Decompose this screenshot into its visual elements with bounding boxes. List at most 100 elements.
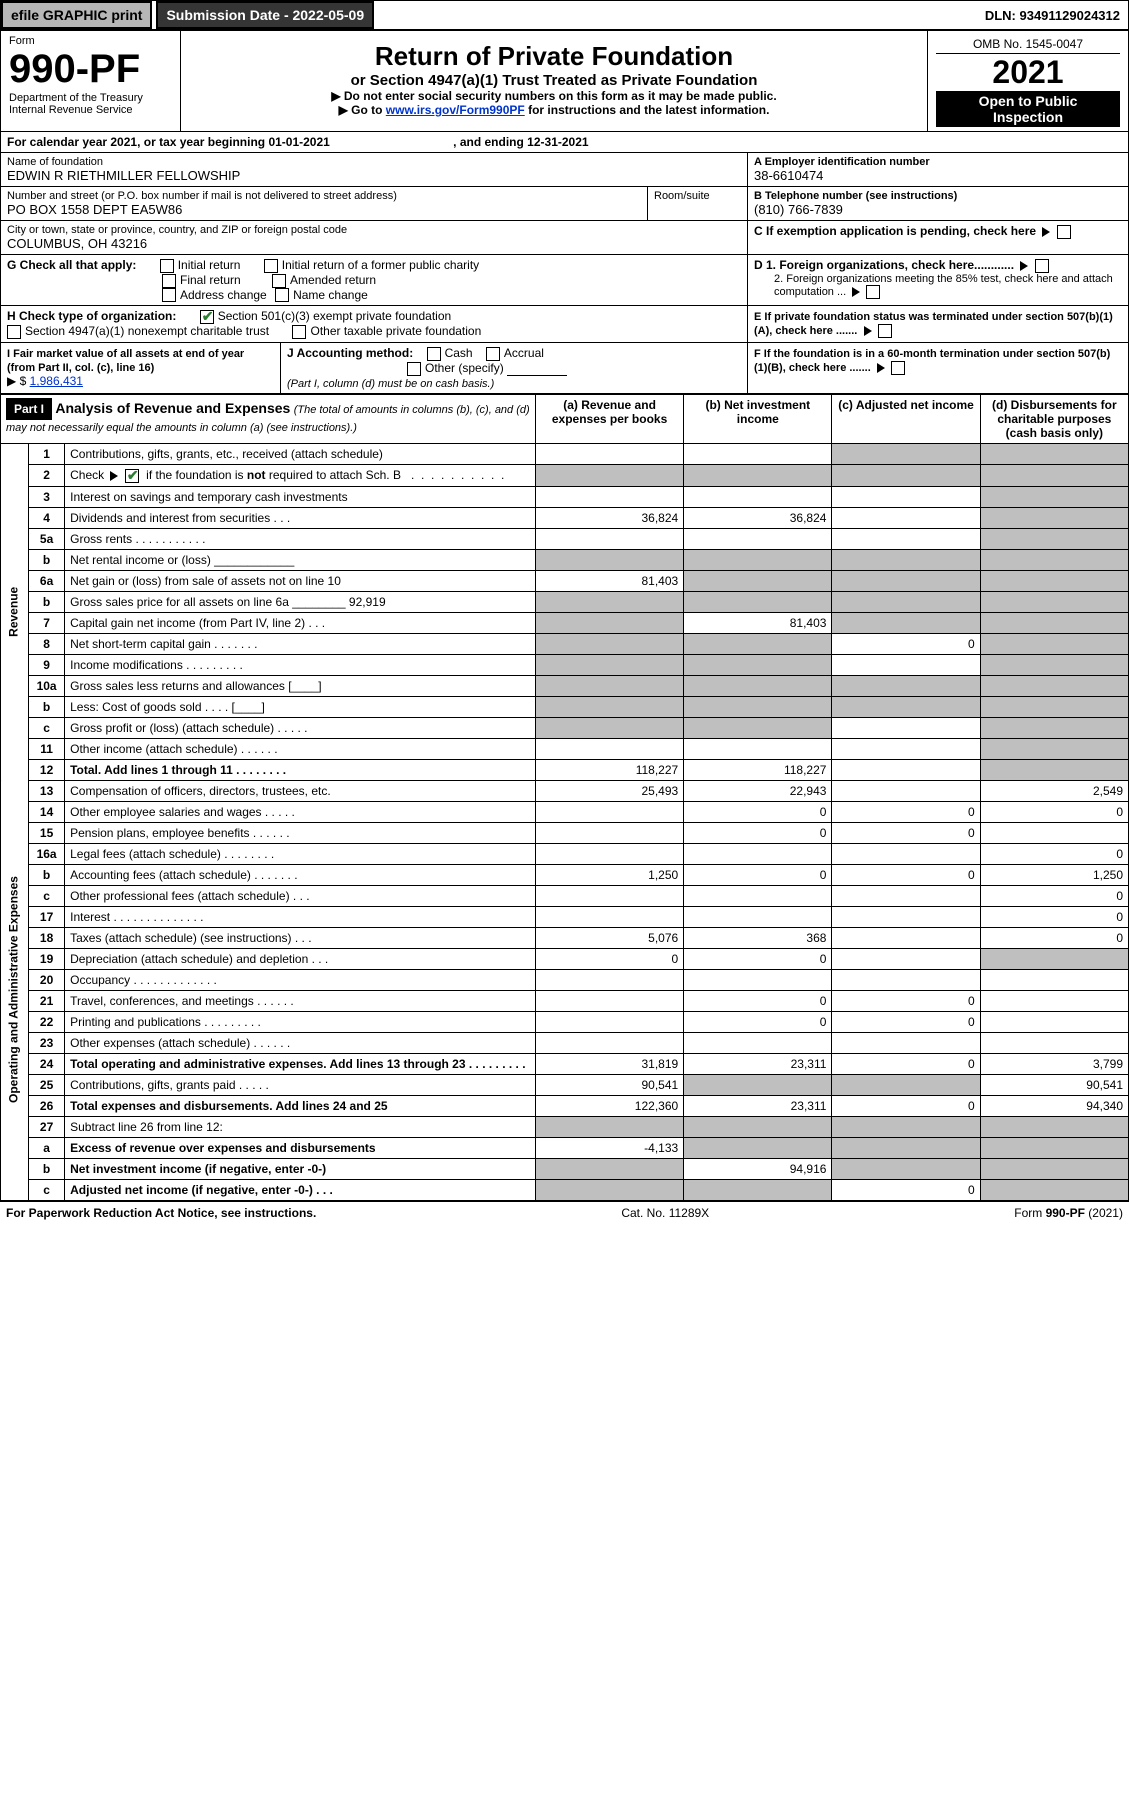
cell-b: 0 xyxy=(684,1011,832,1032)
line-number: c xyxy=(29,885,65,906)
cell-b xyxy=(684,633,832,654)
j-other-checkbox[interactable] xyxy=(407,362,421,376)
tax-year: 2021 xyxy=(936,54,1120,91)
cell-a: 90,541 xyxy=(535,1074,683,1095)
cell-a xyxy=(535,1116,683,1137)
d1-checkbox[interactable] xyxy=(1035,259,1049,273)
phone-label: B Telephone number (see instructions) xyxy=(754,190,1122,202)
col-b-header: (b) Net investment income xyxy=(684,394,832,443)
calendar-ending: , and ending 12-31-2021 xyxy=(453,135,588,149)
line-desc: Printing and publications . . . . . . . … xyxy=(65,1011,536,1032)
g-initial-former: Initial return of a former public charit… xyxy=(282,258,479,272)
city-label: City or town, state or province, country… xyxy=(7,224,741,236)
line-desc: Income modifications . . . . . . . . . xyxy=(65,654,536,675)
table-row: 25Contributions, gifts, grants paid . . … xyxy=(1,1074,1129,1095)
cell-b xyxy=(684,696,832,717)
section-opadmin: Operating and Administrative Expenses xyxy=(1,780,29,1200)
h-4947-checkbox[interactable] xyxy=(7,325,21,339)
table-row: 4Dividends and interest from securities … xyxy=(1,507,1129,528)
cell-a xyxy=(535,486,683,507)
g-amended-checkbox[interactable] xyxy=(272,274,286,288)
h-other-checkbox[interactable] xyxy=(292,325,306,339)
g-name-checkbox[interactable] xyxy=(275,288,289,302)
h-501c3-checkbox[interactable] xyxy=(200,310,214,324)
line-number: 6a xyxy=(29,570,65,591)
table-row: 16aLegal fees (attach schedule) . . . . … xyxy=(1,843,1129,864)
table-row: 26Total expenses and disbursements. Add … xyxy=(1,1095,1129,1116)
cell-b: 23,311 xyxy=(684,1053,832,1074)
cell-b: 0 xyxy=(684,990,832,1011)
footer-right: Form 990-PF (2021) xyxy=(1014,1206,1123,1220)
table-row: 5aGross rents . . . . . . . . . . . xyxy=(1,528,1129,549)
form-word: Form xyxy=(9,35,172,47)
g-initial-checkbox[interactable] xyxy=(160,259,174,273)
cell-b xyxy=(684,1137,832,1158)
j-cash-checkbox[interactable] xyxy=(427,347,441,361)
cell-b xyxy=(684,906,832,927)
table-row: bAccounting fees (attach schedule) . . .… xyxy=(1,864,1129,885)
j-other: Other (specify) xyxy=(425,361,504,375)
cell-c xyxy=(832,464,980,486)
line-desc: Pension plans, employee benefits . . . .… xyxy=(65,822,536,843)
line-number: 19 xyxy=(29,948,65,969)
i-amount-link[interactable]: 1,986,431 xyxy=(30,374,83,388)
f-checkbox[interactable] xyxy=(891,361,905,375)
form-header: Form 990-PF Department of the Treasury I… xyxy=(0,30,1129,132)
schb-checkbox[interactable] xyxy=(125,469,139,483)
phone-value: (810) 766-7839 xyxy=(754,202,1122,217)
cell-a xyxy=(535,822,683,843)
cell-dd xyxy=(980,507,1128,528)
cell-c xyxy=(832,906,980,927)
ein-label: A Employer identification number xyxy=(754,156,1122,168)
cell-b xyxy=(684,549,832,570)
cell-b: 81,403 xyxy=(684,612,832,633)
open-inspection: Open to Public Inspection xyxy=(936,91,1120,127)
cell-dd: 3,799 xyxy=(980,1053,1128,1074)
cell-a xyxy=(535,612,683,633)
cell-dd: 0 xyxy=(980,927,1128,948)
cell-a: 118,227 xyxy=(535,759,683,780)
cell-c: 0 xyxy=(832,801,980,822)
efile-print-button[interactable]: efile GRAPHIC print xyxy=(1,1,152,29)
table-row: bLess: Cost of goods sold . . . . [____] xyxy=(1,696,1129,717)
line-number: 26 xyxy=(29,1095,65,1116)
line-number: 17 xyxy=(29,906,65,927)
cell-c: 0 xyxy=(832,1011,980,1032)
cell-dd: 0 xyxy=(980,906,1128,927)
irs-link[interactable]: www.irs.gov/Form990PF xyxy=(386,103,525,117)
line-desc: Net short-term capital gain . . . . . . … xyxy=(65,633,536,654)
line-desc: Total expenses and disbursements. Add li… xyxy=(65,1095,536,1116)
cell-b: 368 xyxy=(684,927,832,948)
line-desc: Gross profit or (loss) (attach schedule)… xyxy=(65,717,536,738)
cell-b xyxy=(684,717,832,738)
cell-dd: 2,549 xyxy=(980,780,1128,801)
line-number: a xyxy=(29,1137,65,1158)
line-desc: Other income (attach schedule) . . . . .… xyxy=(65,738,536,759)
g-address-checkbox[interactable] xyxy=(162,288,176,302)
cell-a xyxy=(535,528,683,549)
line-number: 22 xyxy=(29,1011,65,1032)
g-amended: Amended return xyxy=(290,273,376,287)
page-footer: For Paperwork Reduction Act Notice, see … xyxy=(0,1201,1129,1224)
h-label: H Check type of organization: xyxy=(7,309,176,323)
j-accrual-checkbox[interactable] xyxy=(486,347,500,361)
g-d-row: G Check all that apply: Initial return I… xyxy=(0,255,1129,306)
table-row: cGross profit or (loss) (attach schedule… xyxy=(1,717,1129,738)
cell-dd xyxy=(980,675,1128,696)
d2-checkbox[interactable] xyxy=(866,285,880,299)
table-row: 20Occupancy . . . . . . . . . . . . . xyxy=(1,969,1129,990)
table-row: 21Travel, conferences, and meetings . . … xyxy=(1,990,1129,1011)
line-desc: Interest on savings and temporary cash i… xyxy=(65,486,536,507)
line-number: 16a xyxy=(29,843,65,864)
cell-b: 23,311 xyxy=(684,1095,832,1116)
cell-dd xyxy=(980,549,1128,570)
line-number: b xyxy=(29,696,65,717)
cell-b: 22,943 xyxy=(684,780,832,801)
g-initial-former-checkbox[interactable] xyxy=(264,259,278,273)
c-checkbox[interactable] xyxy=(1057,225,1071,239)
g-final-checkbox[interactable] xyxy=(162,274,176,288)
e-checkbox[interactable] xyxy=(878,324,892,338)
cell-c: 0 xyxy=(832,1179,980,1200)
line-desc: Interest . . . . . . . . . . . . . . xyxy=(65,906,536,927)
cell-dd xyxy=(980,717,1128,738)
